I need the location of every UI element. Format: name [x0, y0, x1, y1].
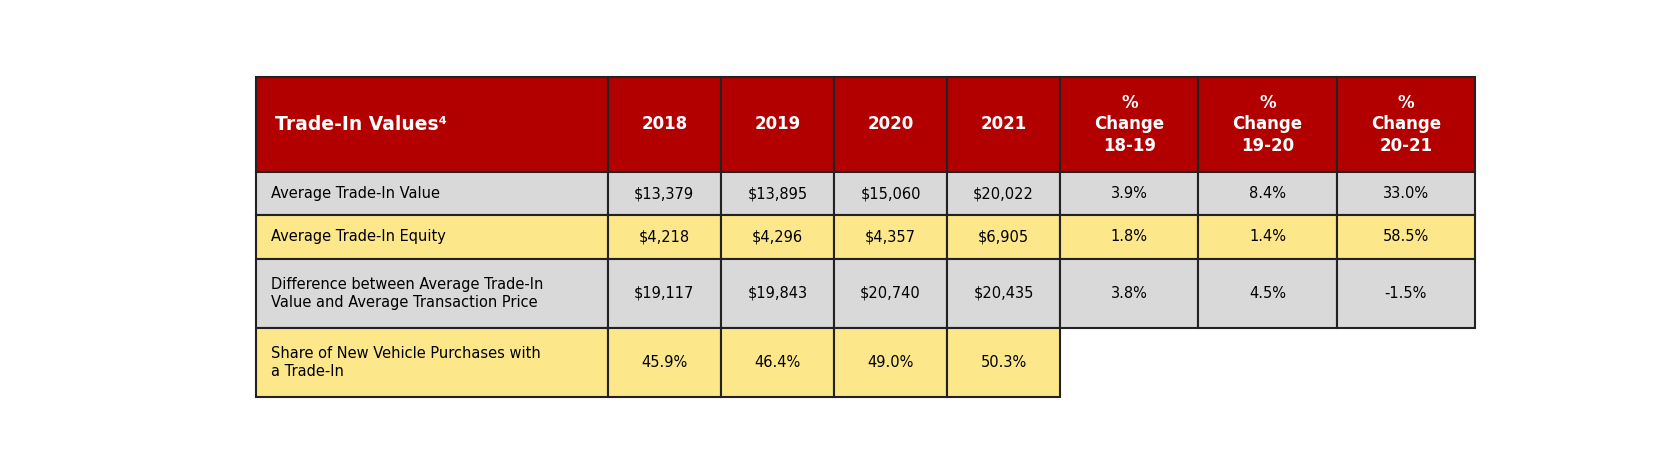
Bar — [834, 77, 947, 172]
Bar — [255, 172, 607, 215]
Bar — [1059, 172, 1198, 215]
Bar — [1198, 215, 1336, 259]
Text: %
Change
20-21: % Change 20-21 — [1370, 94, 1440, 155]
Text: 33.0%: 33.0% — [1382, 186, 1428, 201]
Text: $6,905: $6,905 — [978, 229, 1029, 244]
Bar — [607, 215, 720, 259]
Bar — [947, 259, 1059, 328]
Bar — [1336, 215, 1475, 259]
Text: 2020: 2020 — [867, 116, 914, 134]
Text: 58.5%: 58.5% — [1382, 229, 1428, 244]
Text: 4.5%: 4.5% — [1248, 286, 1286, 301]
Text: %
Change
19-20: % Change 19-20 — [1231, 94, 1302, 155]
Bar — [1198, 77, 1336, 172]
Bar — [1336, 172, 1475, 215]
Bar — [834, 328, 947, 397]
Bar — [947, 172, 1059, 215]
Bar — [255, 328, 607, 397]
Bar — [947, 215, 1059, 259]
Text: $13,895: $13,895 — [746, 186, 808, 201]
Bar — [720, 77, 834, 172]
Text: 3.9%: 3.9% — [1111, 186, 1147, 201]
Text: $15,060: $15,060 — [859, 186, 920, 201]
Bar — [607, 259, 720, 328]
Text: 45.9%: 45.9% — [640, 355, 687, 370]
Bar — [834, 172, 947, 215]
Text: Trade-In Values⁴: Trade-In Values⁴ — [275, 115, 447, 134]
Bar — [947, 77, 1059, 172]
Text: Share of New Vehicle Purchases with
a Trade-In: Share of New Vehicle Purchases with a Tr… — [271, 346, 541, 379]
Text: 1.4%: 1.4% — [1248, 229, 1286, 244]
Text: $19,117: $19,117 — [634, 286, 693, 301]
Bar — [255, 77, 607, 172]
Text: 49.0%: 49.0% — [867, 355, 914, 370]
Text: $4,218: $4,218 — [639, 229, 690, 244]
Bar — [1198, 172, 1336, 215]
Text: 3.8%: 3.8% — [1111, 286, 1147, 301]
Text: 8.4%: 8.4% — [1248, 186, 1286, 201]
Bar — [720, 259, 834, 328]
Text: $20,435: $20,435 — [973, 286, 1033, 301]
Bar — [1336, 77, 1475, 172]
Text: $20,740: $20,740 — [859, 286, 920, 301]
Bar — [720, 215, 834, 259]
Text: %
Change
18-19: % Change 18-19 — [1094, 94, 1163, 155]
Bar — [834, 259, 947, 328]
Bar — [255, 259, 607, 328]
Bar — [1059, 259, 1198, 328]
Text: $19,843: $19,843 — [746, 286, 808, 301]
Text: $13,379: $13,379 — [634, 186, 693, 201]
Text: $4,357: $4,357 — [864, 229, 915, 244]
Text: -1.5%: -1.5% — [1384, 286, 1427, 301]
Bar — [607, 77, 720, 172]
Bar — [255, 215, 607, 259]
Text: Average Trade-In Value: Average Trade-In Value — [271, 186, 440, 201]
Bar — [607, 328, 720, 397]
Text: 2021: 2021 — [980, 116, 1026, 134]
Text: 1.8%: 1.8% — [1111, 229, 1147, 244]
Text: Average Trade-In Equity: Average Trade-In Equity — [271, 229, 445, 244]
Bar — [1336, 259, 1475, 328]
Text: 2019: 2019 — [753, 116, 799, 134]
Text: $4,296: $4,296 — [751, 229, 803, 244]
Bar — [720, 172, 834, 215]
Text: 2018: 2018 — [640, 116, 687, 134]
Bar — [834, 215, 947, 259]
Bar — [1059, 215, 1198, 259]
Text: $20,022: $20,022 — [973, 186, 1033, 201]
Bar — [720, 328, 834, 397]
Bar — [1198, 259, 1336, 328]
Bar — [1059, 77, 1198, 172]
Text: Difference between Average Trade-In
Value and Average Transaction Price: Difference between Average Trade-In Valu… — [271, 277, 543, 310]
Text: 46.4%: 46.4% — [753, 355, 799, 370]
Text: 50.3%: 50.3% — [980, 355, 1026, 370]
Bar — [607, 172, 720, 215]
Bar — [947, 328, 1059, 397]
